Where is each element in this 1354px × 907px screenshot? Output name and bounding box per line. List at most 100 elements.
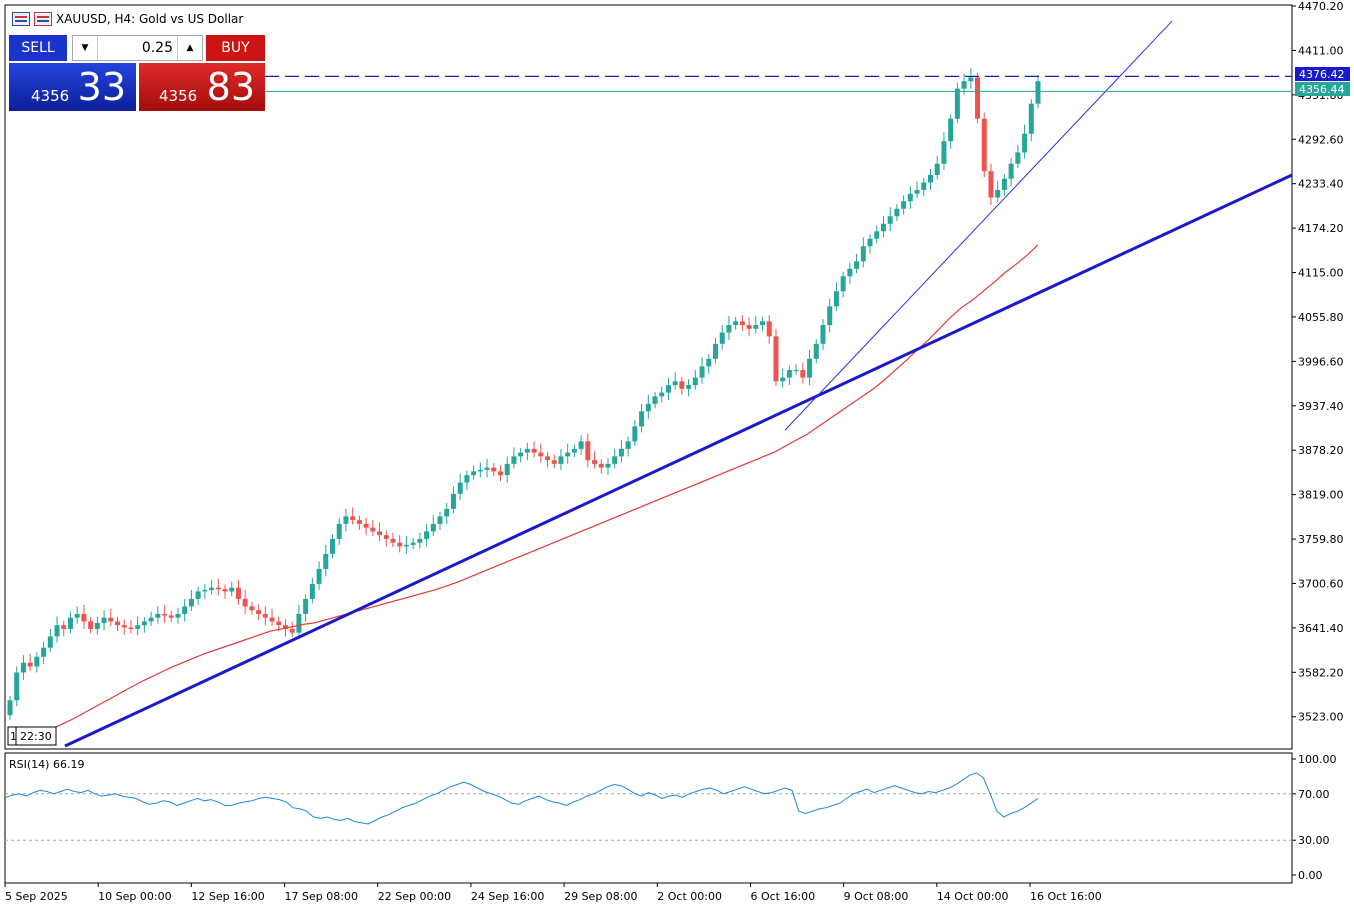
lot-size-input[interactable]: 0.25 bbox=[97, 36, 178, 60]
candle-body bbox=[34, 656, 40, 667]
candle-body bbox=[497, 471, 503, 476]
moving-average-line bbox=[39, 244, 1039, 735]
candle-body bbox=[175, 613, 181, 618]
price-tick-label: 4470.20 bbox=[1298, 0, 1344, 13]
candle-body bbox=[7, 700, 13, 716]
price-tick-label: 4411.00 bbox=[1298, 44, 1344, 57]
lot-increase-icon[interactable]: ▲ bbox=[186, 43, 194, 53]
candle-body bbox=[1028, 103, 1034, 134]
candle-body bbox=[511, 456, 517, 464]
chart-title: XAUUSD, H4: Gold vs US Dollar bbox=[56, 12, 244, 26]
candle-body bbox=[807, 358, 813, 378]
buy-price-button[interactable]: 4356 83 bbox=[139, 63, 265, 111]
candle-body bbox=[262, 613, 268, 618]
candle-body bbox=[612, 456, 618, 464]
candle-body bbox=[444, 508, 450, 517]
candle-body bbox=[726, 325, 732, 333]
candle-body bbox=[81, 613, 87, 622]
candle-body bbox=[282, 625, 288, 629]
candle-body bbox=[571, 448, 577, 453]
buy-price-big: 83 bbox=[206, 65, 255, 109]
price-tick-label: 4055.80 bbox=[1298, 311, 1344, 324]
candle-body bbox=[155, 613, 161, 618]
price-axis: 4470.204411.004351.804292.604233.404174.… bbox=[1292, 0, 1344, 724]
candle-body bbox=[356, 520, 362, 524]
candle-body bbox=[168, 615, 174, 618]
buy-price-prefix: 4356 bbox=[159, 87, 198, 105]
candle-body bbox=[14, 672, 20, 701]
candle-body bbox=[551, 460, 557, 464]
price-tick-label: 4174.20 bbox=[1298, 222, 1344, 235]
candles-layer bbox=[7, 68, 1041, 720]
candle-body bbox=[296, 613, 302, 633]
candle-body bbox=[800, 370, 806, 378]
candle-body bbox=[847, 268, 853, 277]
candle-body bbox=[880, 223, 886, 232]
candle-body bbox=[1001, 178, 1007, 190]
candle-body bbox=[954, 88, 960, 119]
candle-body bbox=[182, 606, 188, 614]
candle-body bbox=[128, 627, 134, 629]
candle-body bbox=[457, 482, 463, 494]
rsi-tick-label: 100.00 bbox=[1298, 753, 1337, 766]
candle-body bbox=[343, 516, 349, 524]
candle-body bbox=[141, 621, 147, 626]
candle-body bbox=[968, 77, 974, 82]
candle-body bbox=[417, 538, 423, 543]
candle-body bbox=[645, 403, 651, 412]
sell-price-prefix: 4356 bbox=[31, 87, 70, 105]
candle-body bbox=[927, 174, 933, 183]
chart-window-icon bbox=[12, 12, 30, 26]
candle-body bbox=[975, 77, 981, 119]
candle-body bbox=[27, 662, 33, 667]
candle-body bbox=[995, 189, 1001, 198]
candle-body bbox=[1035, 81, 1041, 104]
candle-body bbox=[860, 246, 866, 262]
rsi-tick-label: 30.00 bbox=[1298, 834, 1330, 847]
candle-body bbox=[820, 325, 826, 344]
candle-body bbox=[20, 662, 26, 673]
price-tick-label: 3582.20 bbox=[1298, 666, 1344, 679]
candle-body bbox=[894, 208, 900, 217]
candle-body bbox=[61, 625, 67, 629]
overlays-layer bbox=[39, 20, 1293, 748]
price-tick-label: 3700.60 bbox=[1298, 577, 1344, 590]
candle-body bbox=[558, 456, 564, 464]
candle-body bbox=[813, 343, 819, 359]
candle-body bbox=[639, 411, 645, 427]
candle-body bbox=[854, 261, 860, 269]
price-tag-lower: 4356.44 bbox=[1299, 83, 1345, 96]
candle-body bbox=[330, 538, 336, 554]
candle-body bbox=[961, 81, 967, 89]
time-tick-label: 24 Sep 16:00 bbox=[471, 890, 544, 903]
candle-body bbox=[565, 452, 571, 457]
candle-body bbox=[592, 460, 598, 464]
candle-body bbox=[867, 238, 873, 247]
candle-body bbox=[1008, 163, 1014, 179]
candle-body bbox=[632, 426, 638, 442]
candle-body bbox=[746, 325, 752, 329]
candle-body bbox=[679, 381, 685, 389]
candle-body bbox=[934, 163, 940, 175]
candle-body bbox=[712, 343, 718, 359]
candle-body bbox=[202, 589, 208, 592]
time-tick-label: 16 Oct 16:00 bbox=[1030, 890, 1102, 903]
candle-body bbox=[524, 448, 530, 453]
candle-body bbox=[504, 463, 510, 476]
candle-body bbox=[1022, 133, 1028, 153]
candle-body bbox=[699, 366, 705, 378]
candle-body bbox=[47, 636, 53, 648]
candle-body bbox=[618, 448, 624, 457]
candle-body bbox=[289, 628, 295, 633]
time-marker-index: 1 bbox=[10, 730, 17, 743]
price-tick-label: 3819.00 bbox=[1298, 489, 1344, 502]
chart-properties-icon[interactable] bbox=[34, 12, 52, 26]
sell-button[interactable]: SELL bbox=[9, 35, 67, 61]
candle-body bbox=[753, 325, 759, 329]
buy-button[interactable]: BUY bbox=[206, 35, 265, 61]
candle-body bbox=[914, 189, 920, 194]
candle-body bbox=[948, 118, 954, 142]
lot-decrease-icon[interactable]: ▼ bbox=[81, 43, 89, 53]
sell-price-button[interactable]: 4356 33 bbox=[9, 63, 136, 111]
